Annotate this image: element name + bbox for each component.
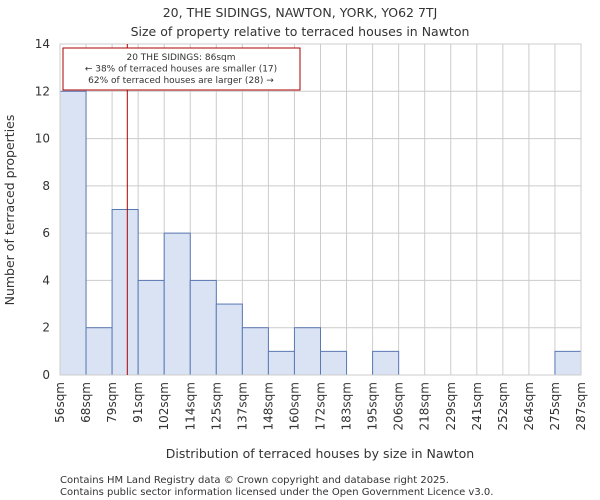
x-axis-ticks: 56sqm 68sqm 79sqm 91sqm 102sqm 114sqm 125sqm 13…	[53, 382, 588, 430]
annotation-line-1: 20 THE SIDINGS: 86sqm	[126, 53, 235, 63]
x-tick-label: 102sqm	[157, 382, 171, 430]
y-tick-label: 14	[35, 37, 50, 51]
x-tick-label: 241sqm	[470, 382, 484, 430]
x-tick-label: 218sqm	[418, 382, 432, 430]
x-tick-label: 148sqm	[261, 382, 275, 430]
y-tick-label: 0	[42, 368, 50, 382]
annotation-box: 20 THE SIDINGS: 86sqm ← 38% of terraced …	[62, 47, 301, 91]
x-tick-label: 160sqm	[287, 382, 301, 430]
histogram-bar	[85, 327, 113, 376]
x-tick-label: 287sqm	[574, 382, 588, 430]
histogram-bar	[163, 232, 191, 376]
histogram-bar	[267, 350, 295, 376]
x-tick-label: 183sqm	[340, 382, 354, 430]
x-tick-label: 56sqm	[53, 382, 67, 423]
y-tick-label: 6	[42, 226, 50, 240]
x-tick-label: 275sqm	[548, 382, 562, 430]
x-tick-label: 137sqm	[235, 382, 249, 430]
y-tick-label: 10	[35, 132, 50, 146]
histogram-bar	[111, 209, 139, 376]
histogram-bar	[59, 90, 87, 376]
x-tick-label: 68sqm	[79, 382, 93, 423]
histogram-bar	[554, 350, 582, 376]
y-tick-label: 8	[42, 179, 50, 193]
x-tick-label: 229sqm	[444, 382, 458, 430]
x-tick-label: 79sqm	[105, 382, 119, 423]
x-tick-label: 206sqm	[392, 382, 406, 430]
x-tick-label: 172sqm	[314, 382, 328, 430]
histogram-bar	[137, 279, 165, 376]
y-axis-ticks: 0 2 4 6 8 10 12 14	[35, 37, 50, 382]
x-tick-label: 264sqm	[522, 382, 536, 430]
y-tick-label: 12	[35, 84, 50, 98]
y-tick-label: 4	[42, 273, 50, 287]
plot-frame	[59, 43, 582, 376]
histogram-bar	[241, 327, 269, 376]
x-tick-label: 91sqm	[131, 382, 145, 423]
x-tick-label: 252sqm	[496, 382, 510, 430]
footer-line-1: Contains HM Land Registry data © Crown c…	[60, 475, 449, 486]
histogram-bar	[293, 327, 322, 376]
y-tick-label: 2	[42, 321, 50, 335]
footer-line-2: Contains public sector information licen…	[60, 487, 493, 498]
annotation-frame	[62, 47, 301, 91]
chart-subtitle: Size of property relative to terraced ho…	[131, 24, 470, 39]
bars	[59, 90, 582, 376]
x-tick-label: 195sqm	[366, 382, 380, 430]
histogram-bar	[372, 350, 400, 376]
chart-title: 20, THE SIDINGS, NAWTON, YORK, YO62 7TJ	[163, 5, 438, 20]
annotation-line-3: 62% of terraced houses are larger (28) →	[88, 76, 274, 86]
x-tick-label: 125sqm	[209, 382, 223, 430]
histogram-bar	[320, 350, 348, 376]
x-axis-label: Distribution of terraced houses by size …	[166, 446, 474, 461]
histogram-bar	[189, 279, 217, 376]
x-tick-label: 114sqm	[183, 382, 197, 430]
y-axis-label: Number of terraced properties	[2, 115, 17, 306]
histogram-bar	[215, 303, 243, 376]
annotation-line-2: ← 38% of terraced houses are smaller (17…	[85, 65, 277, 75]
